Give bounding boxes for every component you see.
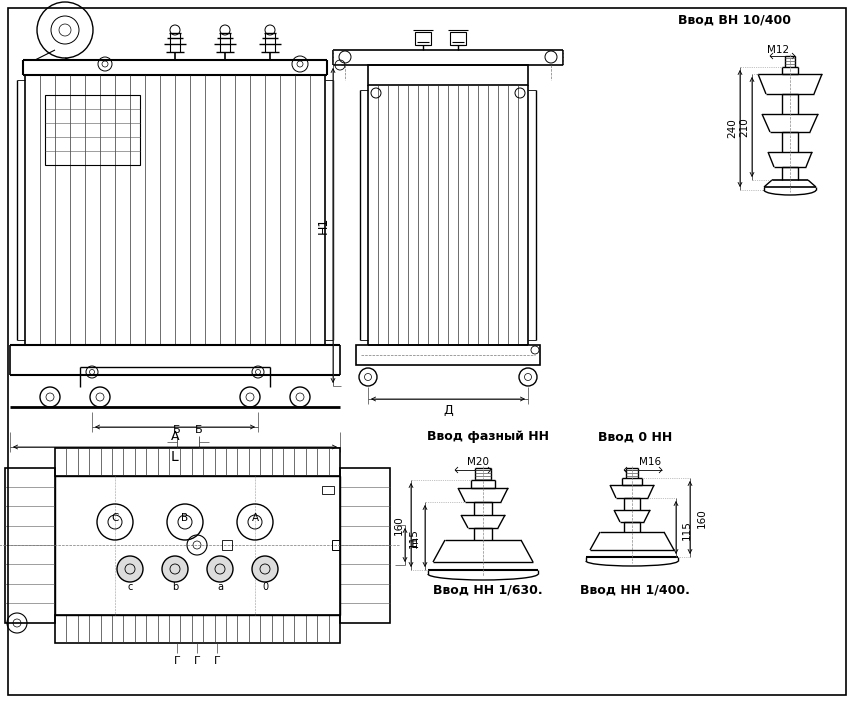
Circle shape (162, 556, 188, 582)
Text: Д: Д (443, 404, 452, 416)
Text: Г: Г (173, 656, 180, 666)
Circle shape (252, 556, 278, 582)
Text: С: С (111, 513, 119, 523)
Bar (356, 345, 539, 365)
Text: Г: Г (194, 656, 200, 666)
Text: 210: 210 (738, 117, 748, 137)
Text: В: В (181, 513, 189, 523)
Circle shape (117, 556, 142, 582)
Text: 115: 115 (409, 528, 419, 548)
Text: 160: 160 (393, 515, 403, 535)
Text: c: c (127, 582, 132, 592)
Bar (415, 32, 431, 45)
Bar (55, 448, 339, 476)
Bar (222, 540, 232, 550)
Bar (450, 32, 466, 45)
Text: Ввод фазный НН: Ввод фазный НН (426, 430, 548, 444)
Text: Ввод 0 НН: Ввод 0 НН (597, 430, 671, 444)
Text: Ввод НН 1/400.: Ввод НН 1/400. (579, 583, 689, 597)
Text: L: L (171, 450, 178, 464)
Bar (339, 468, 390, 623)
Text: 240: 240 (726, 118, 736, 138)
Text: a: a (217, 582, 223, 592)
Text: Б: Б (173, 425, 181, 435)
Bar (45, 95, 140, 165)
Text: Ввод НН 1/630.: Ввод НН 1/630. (432, 583, 543, 597)
Text: b: b (171, 582, 178, 592)
Bar (322, 486, 334, 494)
Text: М16: М16 (638, 457, 660, 467)
Text: Е: Е (410, 538, 419, 551)
Bar (55, 476, 339, 615)
Bar (332, 540, 339, 550)
Text: А: А (251, 513, 258, 523)
Text: М20: М20 (467, 457, 489, 467)
Text: 0: 0 (262, 582, 268, 592)
Text: 160: 160 (696, 508, 706, 528)
Text: Г: Г (213, 656, 220, 666)
Text: А: А (171, 430, 179, 444)
Text: Б: Б (195, 425, 202, 435)
Bar (5, 468, 55, 623)
Circle shape (206, 556, 233, 582)
Bar (368, 65, 527, 85)
Text: М12: М12 (766, 45, 788, 55)
Text: 115: 115 (682, 520, 691, 540)
Text: Ввод ВН 10/400: Ввод ВН 10/400 (677, 13, 791, 27)
Bar (55, 615, 339, 643)
Text: Н1: Н1 (316, 217, 329, 233)
